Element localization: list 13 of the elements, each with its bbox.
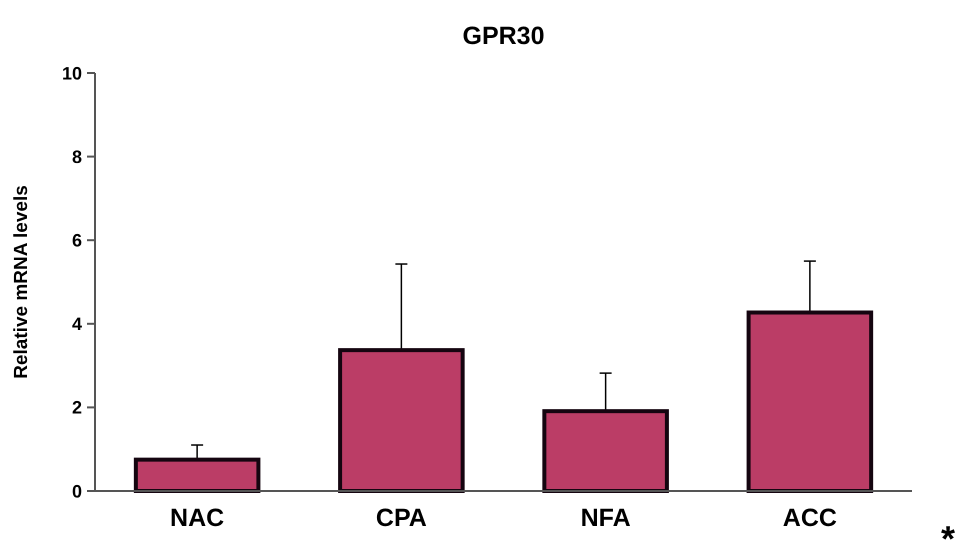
y-tick-label: 8 (72, 146, 82, 167)
y-axis-title: Relative mRNA levels (11, 185, 32, 379)
y-tick-label: 0 (72, 481, 82, 502)
y-tick-label: 2 (72, 398, 82, 418)
y-tick-label: 6 (72, 230, 82, 250)
y-tick-label: 10 (62, 63, 82, 84)
x-tick-label: ACC (782, 504, 837, 532)
x-tick-label: CPA (376, 504, 427, 532)
x-tick-label: NFA (580, 504, 631, 532)
y-tick-label: 4 (72, 314, 82, 334)
chart-title: GPR30 (462, 22, 544, 50)
text: * (940, 518, 956, 553)
x-tick-label: NAC (170, 504, 224, 532)
